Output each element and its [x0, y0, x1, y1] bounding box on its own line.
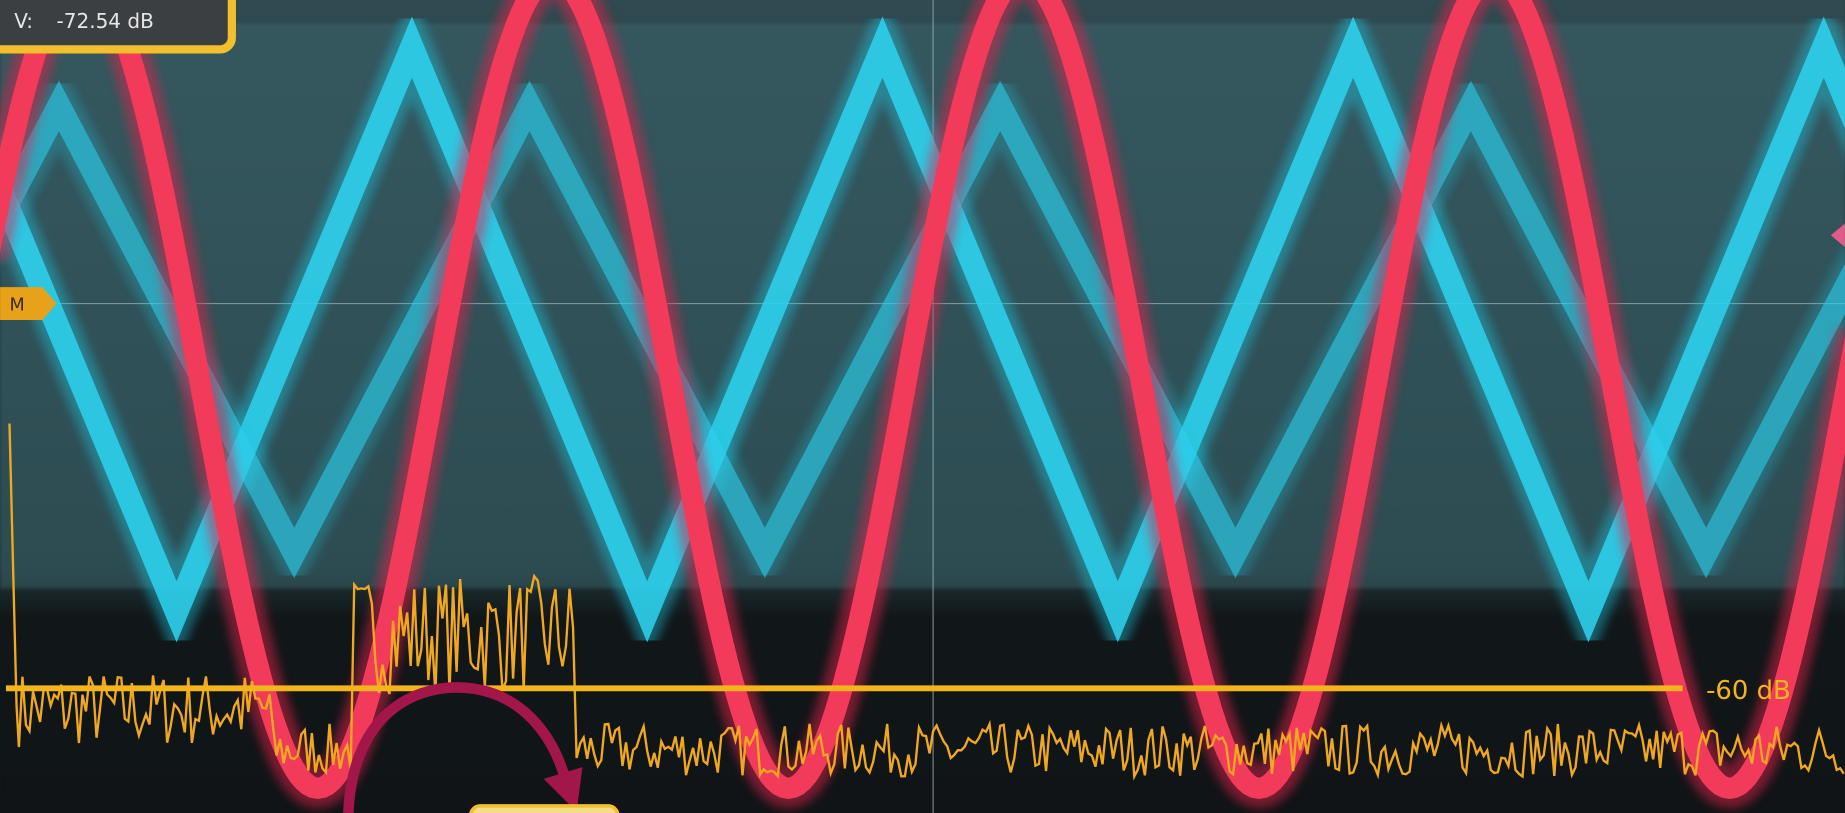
page: -60 dB M V: -72.54 dB (() => { const dat… [0, 0, 1845, 813]
threshold-label: -60 dB [1706, 676, 1791, 706]
bottom-tab [471, 806, 618, 813]
readout-value: -72.54 dB [57, 9, 154, 33]
scope-screen: -60 dB M V: -72.54 dB [0, 0, 1845, 813]
readout-label: V: [14, 9, 33, 33]
marker-label: M [9, 296, 24, 316]
